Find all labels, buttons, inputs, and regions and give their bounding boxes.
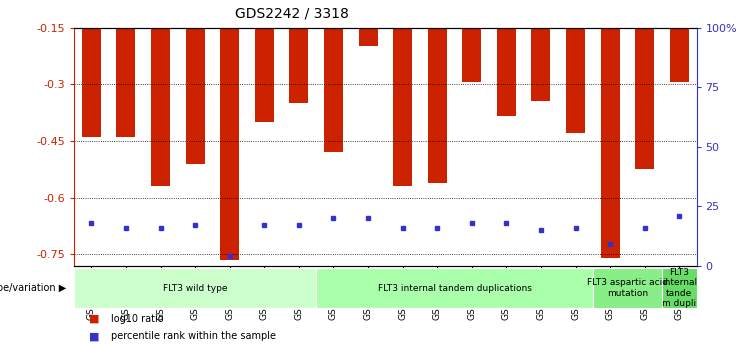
Text: FLT3
internal
tande
m dupli: FLT3 internal tande m dupli <box>662 268 697 308</box>
Bar <box>496 28 516 116</box>
Bar <box>324 28 343 152</box>
Bar <box>185 28 205 164</box>
Bar <box>531 28 551 101</box>
Bar <box>670 28 688 82</box>
Bar <box>462 28 481 82</box>
Bar <box>220 28 239 260</box>
Bar <box>359 28 377 47</box>
Text: GDS2242 / 3318: GDS2242 / 3318 <box>235 7 349 21</box>
Text: ■: ■ <box>89 314 99 324</box>
FancyBboxPatch shape <box>74 268 316 308</box>
FancyBboxPatch shape <box>593 268 662 308</box>
Text: genotype/variation ▶: genotype/variation ▶ <box>0 283 67 293</box>
Text: FLT3 wild type: FLT3 wild type <box>163 284 227 293</box>
Bar <box>289 28 308 103</box>
FancyBboxPatch shape <box>316 268 593 308</box>
Bar <box>428 28 447 183</box>
Bar <box>566 28 585 134</box>
Bar <box>82 28 101 137</box>
Text: percentile rank within the sample: percentile rank within the sample <box>111 332 276 341</box>
Text: FLT3 aspartic acid
mutation: FLT3 aspartic acid mutation <box>587 278 668 298</box>
Bar <box>116 28 136 137</box>
Bar <box>255 28 273 122</box>
Bar <box>635 28 654 169</box>
Bar <box>600 28 619 258</box>
Bar <box>393 28 412 186</box>
Text: log10 ratio: log10 ratio <box>111 314 164 324</box>
FancyBboxPatch shape <box>662 268 697 308</box>
Bar <box>151 28 170 186</box>
Text: ■: ■ <box>89 332 99 341</box>
Text: FLT3 internal tandem duplications: FLT3 internal tandem duplications <box>378 284 531 293</box>
